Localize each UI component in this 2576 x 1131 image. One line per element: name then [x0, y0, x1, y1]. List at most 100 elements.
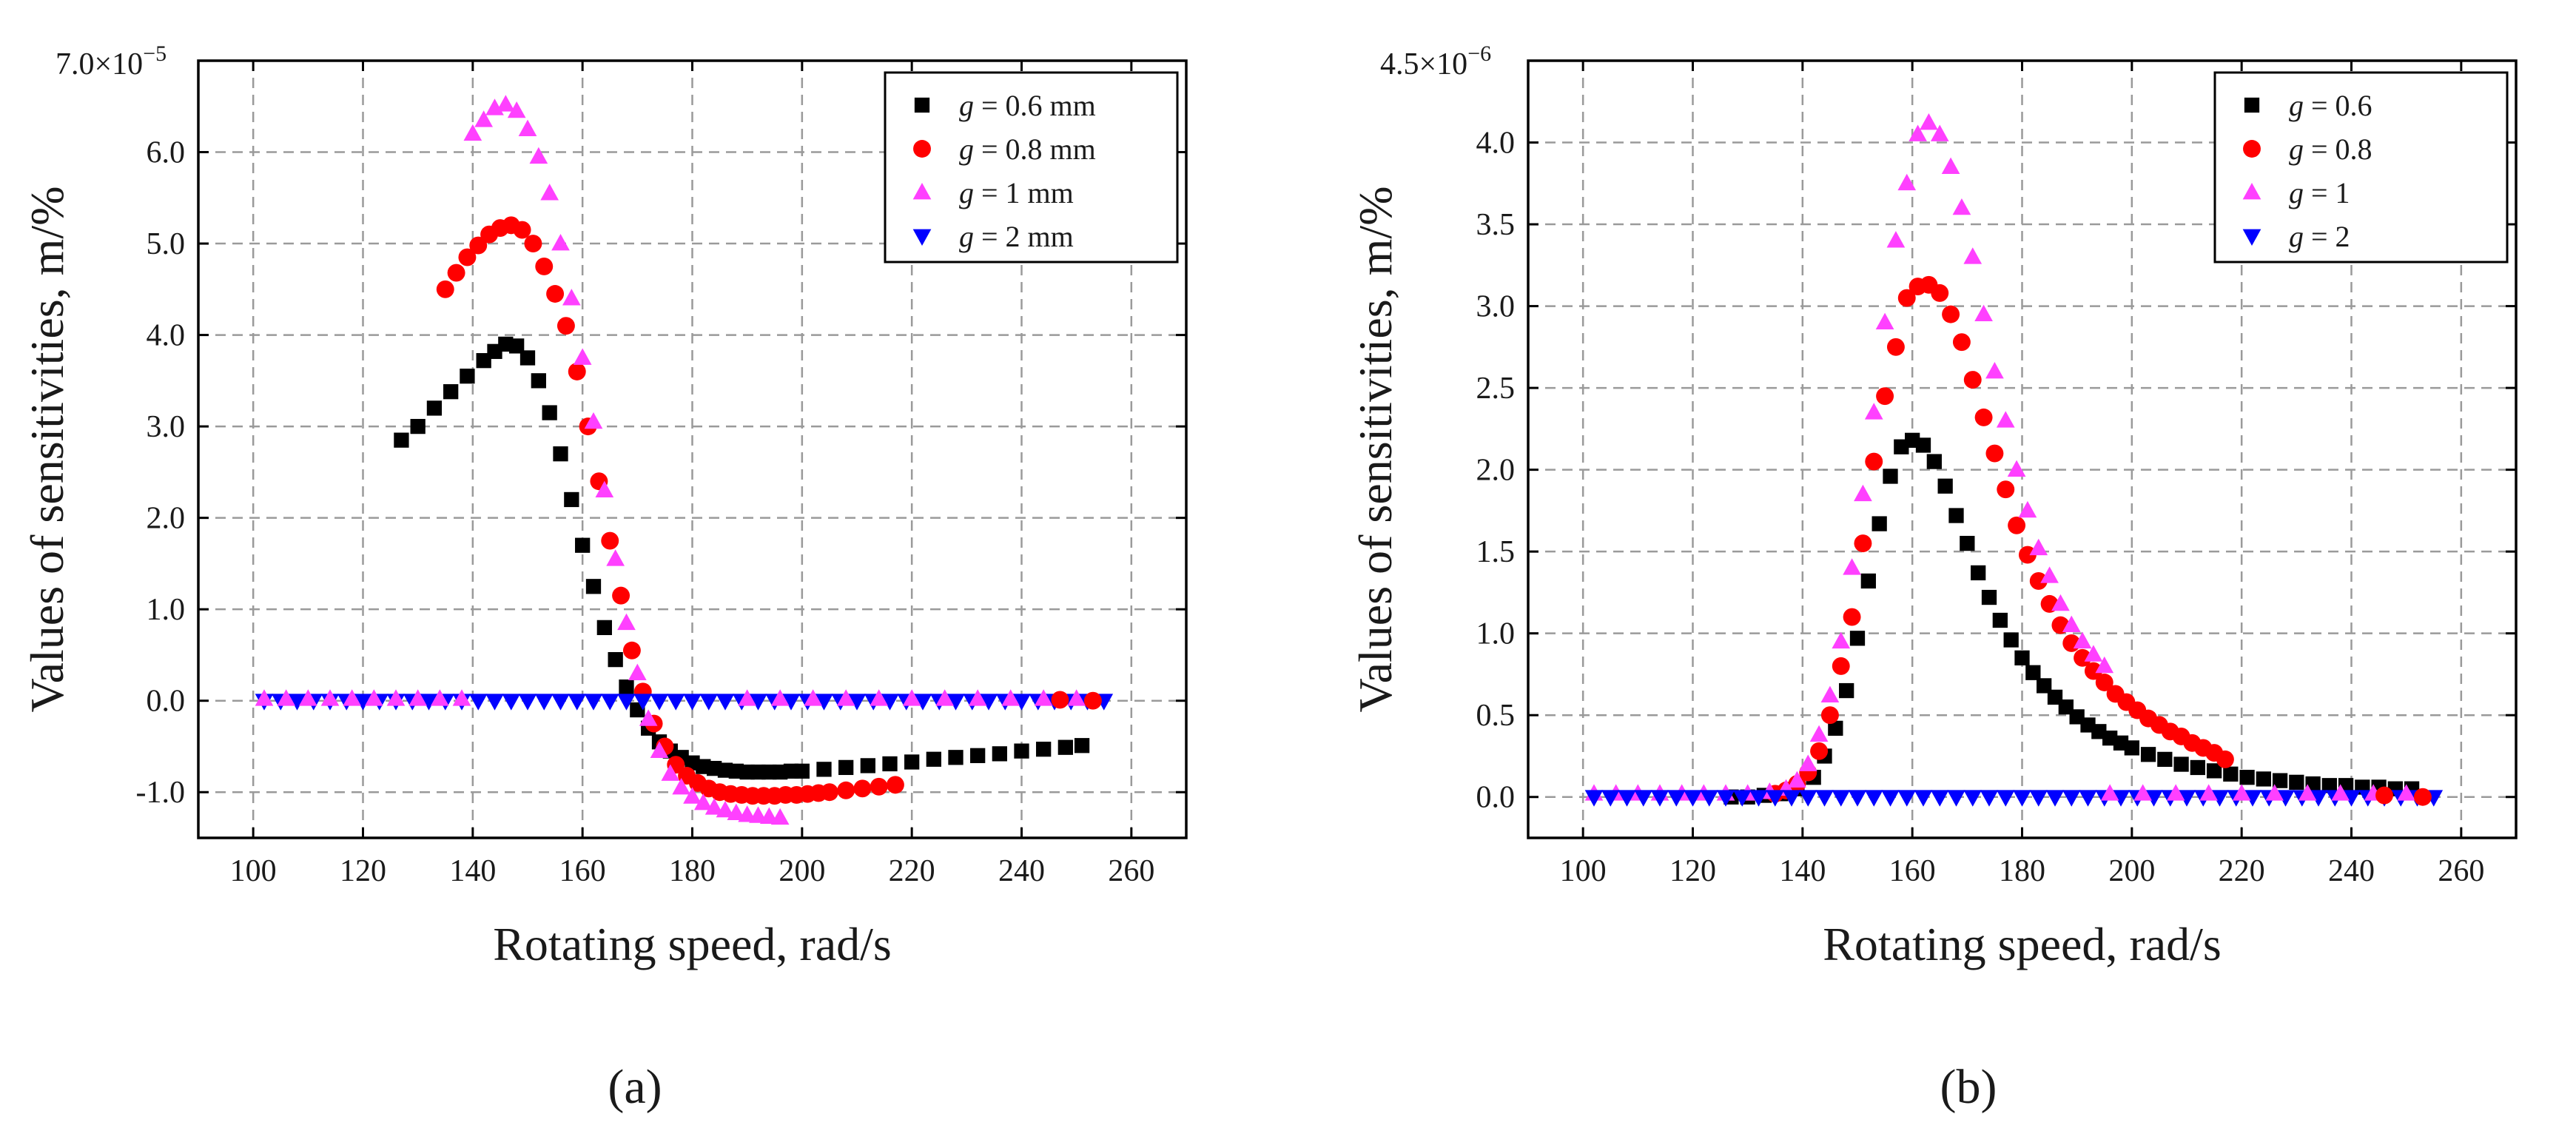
data-point [1881, 790, 1900, 807]
legend-label: g = 0.6 [2289, 89, 2372, 122]
data-point [1971, 565, 1986, 581]
data-point [2145, 790, 2163, 807]
data-point [1980, 790, 1999, 807]
data-point [639, 709, 658, 726]
data-point [1981, 589, 1997, 605]
data-point [553, 446, 568, 462]
data-point [2190, 759, 2205, 776]
data-point [666, 694, 685, 711]
legend-box [2213, 71, 2509, 264]
data-point [1996, 411, 2015, 428]
data-point [1860, 573, 1876, 589]
series-1 [436, 216, 904, 805]
data-points [255, 95, 1114, 825]
data-point [2177, 790, 2196, 807]
data-point [882, 756, 898, 772]
data-point [568, 694, 587, 711]
data-point [1920, 113, 1938, 130]
data-point [1684, 790, 1702, 807]
data-point [2045, 790, 2065, 807]
y-scale-label: 4.5×10−6 [1380, 41, 1491, 81]
data-point [518, 119, 537, 137]
x-tick-label: 180 [1999, 854, 2045, 888]
data-point [2321, 778, 2337, 793]
extra-points-1 [1051, 691, 1102, 710]
y-tick-label: 2.0 [1476, 454, 1516, 488]
data-point [2084, 662, 2102, 680]
legend: g = 0.6 g = 0.8 g = 1 g = 2 [2213, 71, 2509, 264]
data-point [2276, 790, 2295, 807]
data-point [2111, 790, 2131, 807]
series-0 [394, 336, 1090, 780]
data-point [1849, 631, 1866, 646]
data-point [1839, 682, 1854, 699]
data-point [496, 95, 515, 112]
data-point [1897, 790, 1917, 807]
data-point [2014, 650, 2030, 665]
data-point [1832, 790, 1851, 807]
data-point [770, 808, 790, 825]
data-point [1650, 790, 1669, 807]
data-point [524, 235, 542, 253]
data-point [1815, 790, 1834, 807]
data-point [556, 317, 575, 335]
data-point [2199, 784, 2219, 801]
data-point [2074, 648, 2092, 667]
data-point [815, 694, 833, 711]
data-point [1937, 478, 1953, 494]
data-point [2079, 790, 2097, 807]
x-tick-label: 220 [889, 854, 935, 888]
data-point [2272, 773, 2288, 788]
data-point [564, 491, 579, 508]
data-point [2029, 538, 2048, 556]
data-point [1864, 403, 1883, 420]
data-point [838, 759, 854, 776]
data-point [913, 694, 932, 711]
data-point [1749, 790, 1768, 807]
data-point [1034, 689, 1053, 706]
data-point [1996, 790, 2015, 807]
legend-marker [2244, 97, 2260, 113]
data-point [354, 694, 372, 711]
data-point [601, 531, 619, 550]
data-point [2084, 645, 2103, 662]
data-point [1883, 469, 1898, 484]
data-point [1897, 173, 1917, 191]
data-point [1843, 608, 1861, 626]
data-point [452, 689, 471, 706]
data-point [394, 432, 409, 448]
data-point [1014, 743, 1029, 759]
x-tick-label: 200 [2108, 854, 2155, 888]
data-point [1872, 516, 1887, 531]
data-point [1915, 437, 1931, 453]
data-point [546, 285, 565, 303]
y-tick-label: 2.5 [1476, 372, 1516, 406]
data-point [2375, 786, 2393, 805]
legend-label: g = 1 [2289, 176, 2350, 209]
data-point [759, 807, 778, 824]
data-point [468, 694, 488, 711]
x-tick-label: 240 [998, 854, 1045, 888]
data-point [2013, 790, 2031, 807]
data-point [573, 348, 592, 365]
data-point [2206, 763, 2222, 779]
x-tick-label: 100 [230, 854, 277, 888]
legend-marker [2242, 183, 2261, 200]
data-point [1865, 452, 1883, 471]
data-point [518, 694, 537, 711]
data-point [781, 694, 801, 711]
y-tick-label: 1.5 [1476, 535, 1516, 569]
data-point [1809, 725, 1829, 742]
data-point [1942, 305, 1960, 323]
x-tick-label: 160 [559, 854, 606, 888]
data-point [2133, 784, 2153, 801]
data-point [1854, 484, 1872, 502]
data-point [410, 418, 426, 434]
data-point [904, 754, 920, 770]
data-point [1848, 790, 1867, 807]
data-point [1618, 790, 1636, 807]
x-tick-label: 260 [1108, 854, 1154, 888]
data-point [716, 800, 735, 818]
data-point [1952, 198, 1971, 215]
